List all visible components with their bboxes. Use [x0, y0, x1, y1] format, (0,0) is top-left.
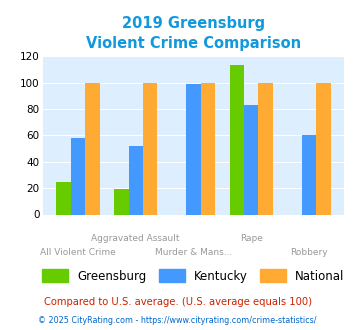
Bar: [258, 82, 273, 214]
Bar: [114, 189, 129, 214]
Text: © 2025 CityRating.com - https://www.cityrating.com/crime-statistics/: © 2025 CityRating.com - https://www.city…: [38, 316, 317, 325]
Text: Murder & Mans...: Murder & Mans...: [155, 248, 232, 257]
Bar: [71, 138, 85, 214]
Bar: [201, 82, 215, 214]
Bar: [302, 135, 316, 214]
Bar: [56, 182, 71, 215]
Text: All Violent Crime: All Violent Crime: [40, 248, 116, 257]
Bar: [244, 105, 258, 214]
Text: Compared to U.S. average. (U.S. average equals 100): Compared to U.S. average. (U.S. average …: [44, 297, 311, 307]
Bar: [316, 82, 331, 214]
Text: Robbery: Robbery: [290, 248, 328, 257]
Bar: [230, 65, 244, 214]
Bar: [129, 146, 143, 214]
Text: Rape: Rape: [240, 234, 263, 243]
Title: 2019 Greensburg
Violent Crime Comparison: 2019 Greensburg Violent Crime Comparison: [86, 16, 301, 51]
Legend: Greensburg, Kentucky, National: Greensburg, Kentucky, National: [38, 265, 349, 287]
Bar: [186, 84, 201, 214]
Bar: [85, 82, 100, 214]
Text: Aggravated Assault: Aggravated Assault: [92, 234, 180, 243]
Bar: [143, 82, 157, 214]
